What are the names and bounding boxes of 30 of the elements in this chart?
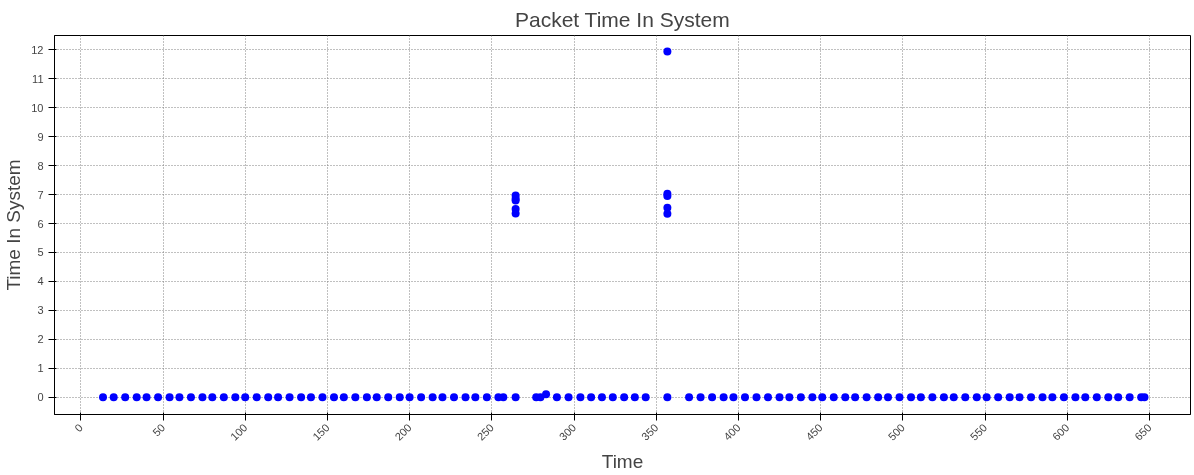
x-tick-label: 150 [310, 421, 332, 443]
x-tick-label: 250 [474, 421, 497, 443]
x-tick-label: 650 [1132, 421, 1154, 443]
y-tick-label: 3 [37, 304, 44, 317]
y-tick-label: 8 [37, 159, 44, 172]
x-tick-label: 600 [1049, 421, 1072, 443]
y-tick-label: 0 [37, 391, 44, 404]
chart-title: Packet Time In System [514, 7, 730, 31]
x-axis-title: Time [601, 451, 644, 473]
y-tick-label: 1 [37, 362, 44, 375]
x-tick-label: 500 [885, 421, 908, 443]
y-tick-label: 10 [31, 101, 44, 114]
y-tick-label: 12 [31, 43, 44, 56]
y-axis-title: Time In System [3, 159, 25, 291]
x-tick-label: 0 [72, 421, 86, 435]
x-tick-label: 100 [227, 421, 250, 443]
x-tick-label: 50 [150, 421, 168, 439]
x-tick-label: 400 [721, 421, 743, 443]
y-tick-label: 2 [37, 333, 44, 346]
y-tick-label: 6 [37, 217, 44, 230]
y-tick-label: 11 [32, 72, 44, 85]
y-tick-label: 4 [37, 275, 44, 288]
x-tick-label: 200 [392, 421, 414, 443]
y-tick-label: 7 [37, 188, 44, 201]
x-tick-label: 450 [803, 421, 825, 443]
y-tick-label: 5 [37, 246, 44, 259]
x-tick-label: 300 [556, 421, 579, 443]
x-tick-label: 350 [638, 421, 661, 443]
x-tick-label: 550 [967, 421, 990, 443]
y-tick-label: 9 [37, 130, 44, 143]
